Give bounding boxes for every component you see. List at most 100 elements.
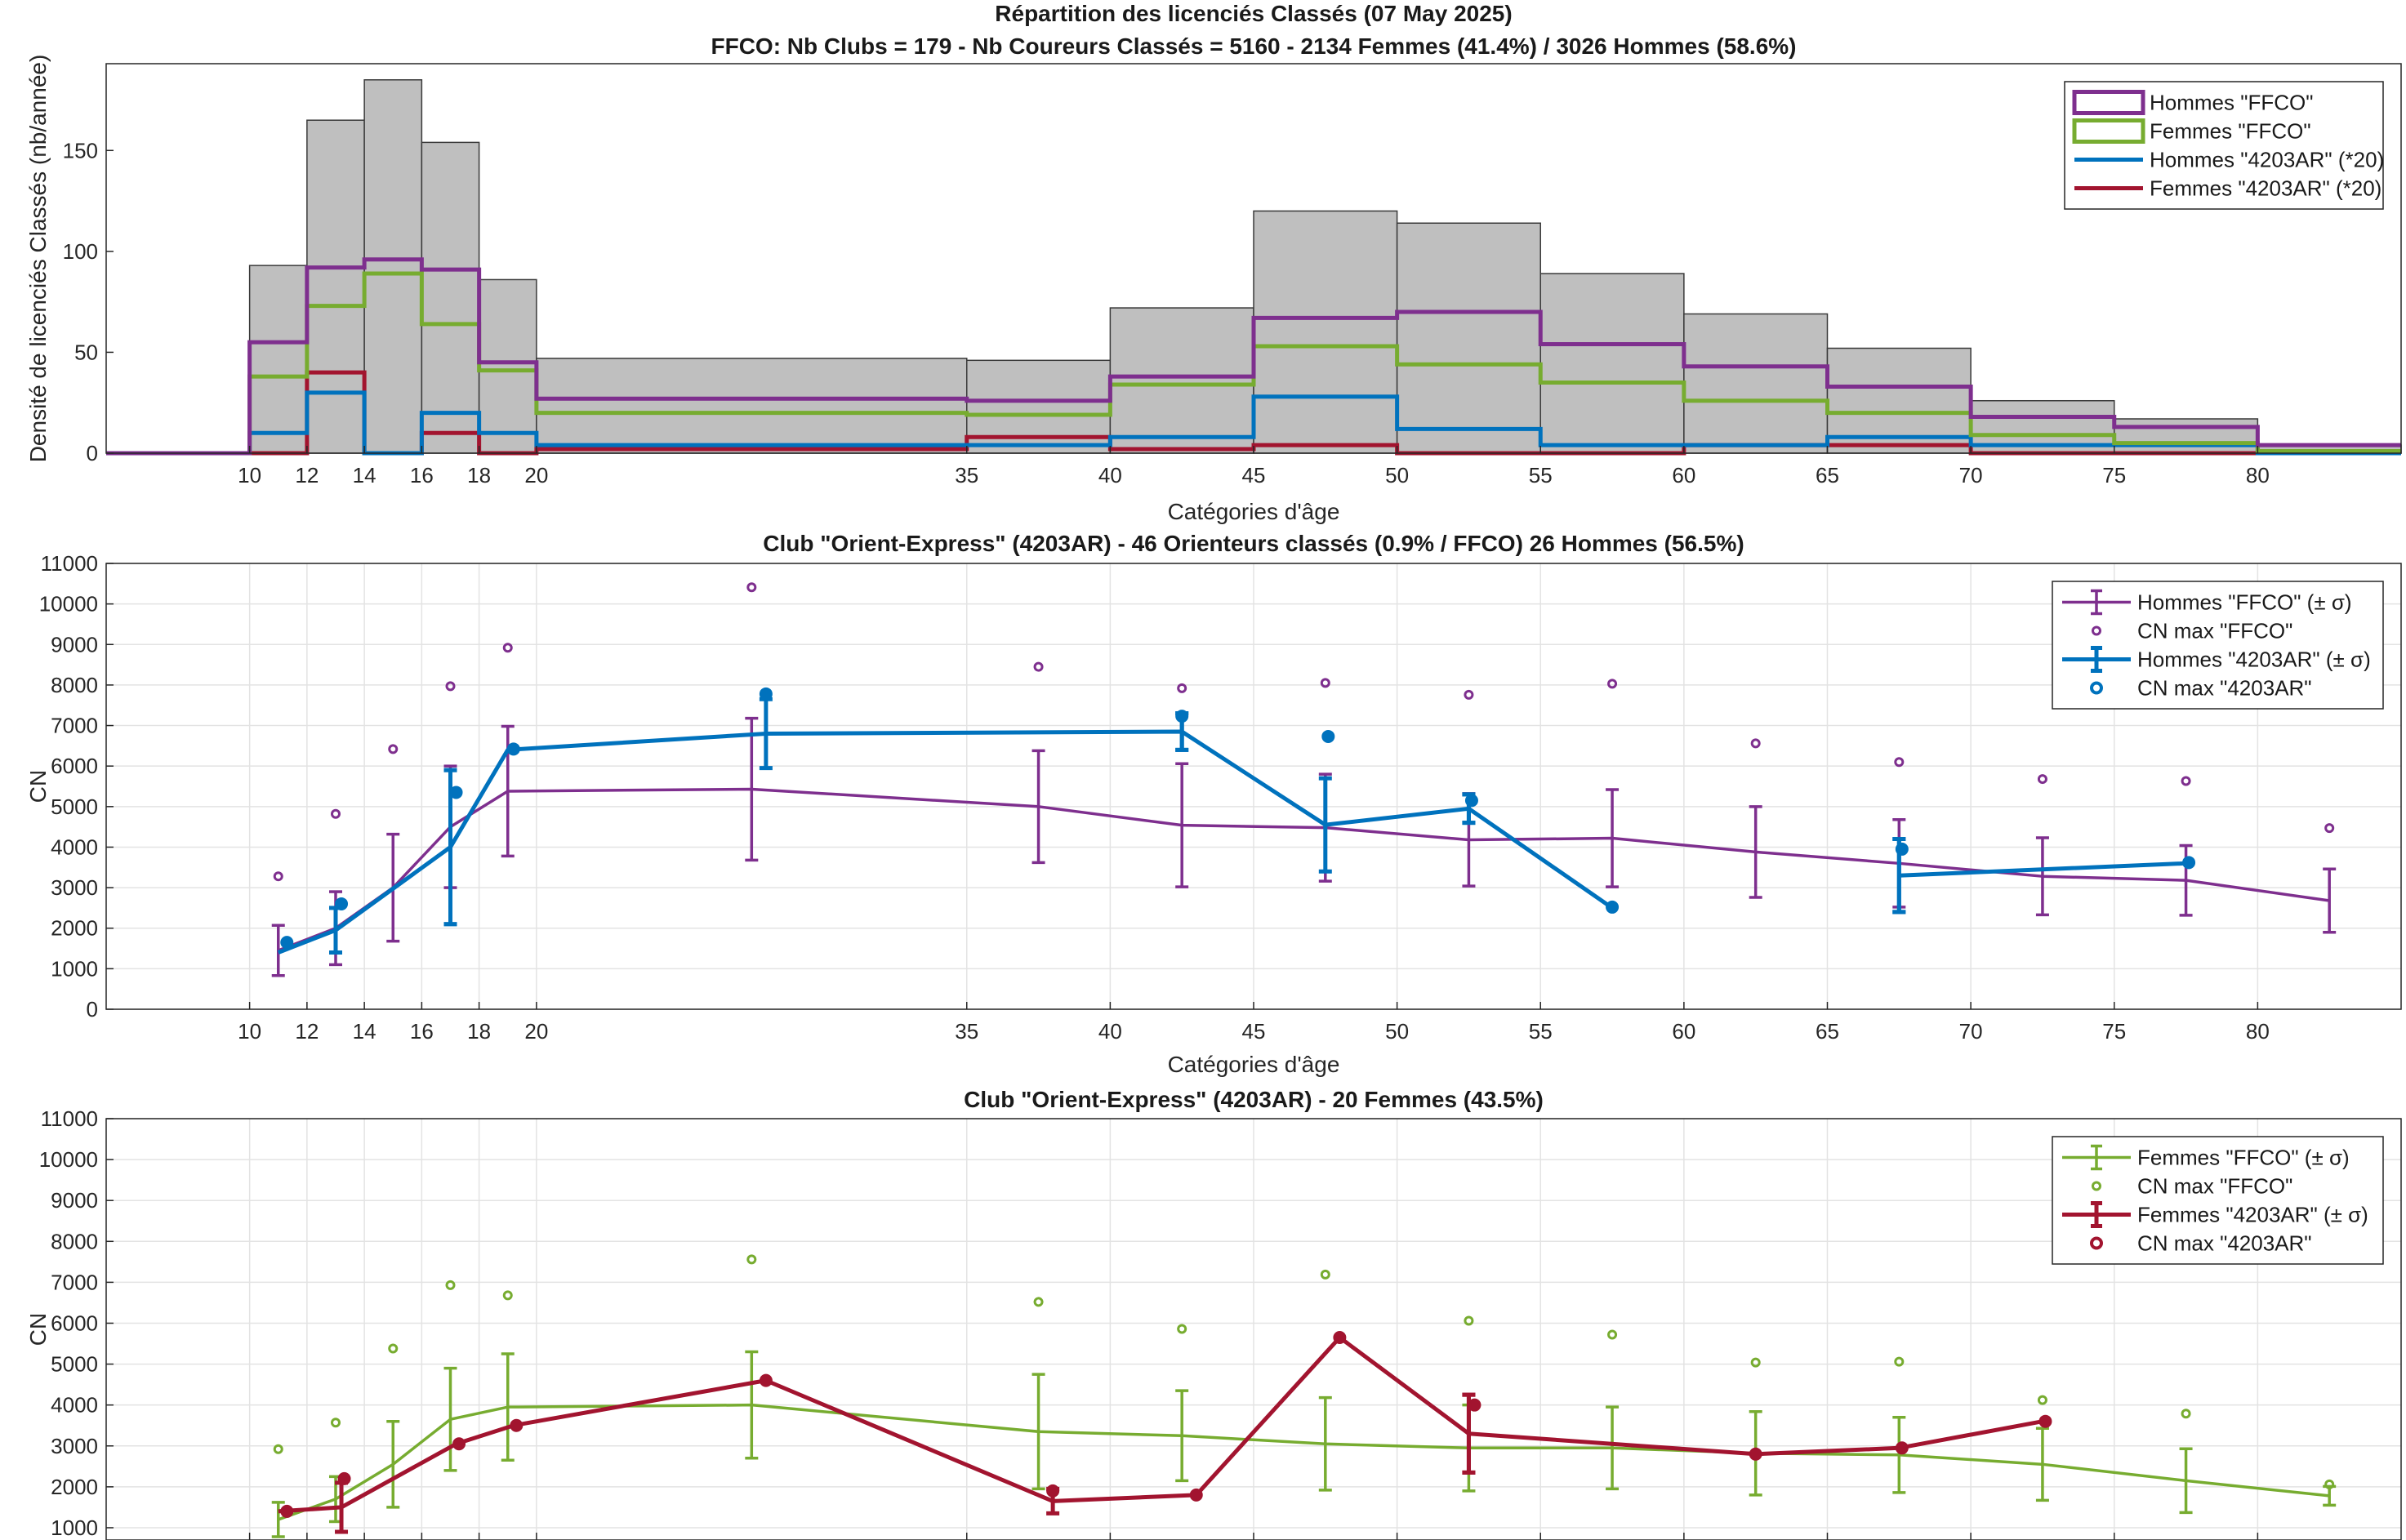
x-axis-label: Catégories d'âge [1168, 499, 1340, 524]
cn-max-marker [1606, 900, 1620, 914]
x-tick-label: 50 [1385, 1019, 1409, 1044]
y-tick-label: 6000 [51, 754, 98, 778]
x-tick-label: 40 [1098, 463, 1122, 487]
plot-area [271, 582, 2337, 977]
y-tick-label: 5000 [51, 1352, 98, 1377]
cn-max-marker [449, 786, 463, 799]
legend-marker [2090, 1236, 2103, 1250]
y-tick-label: 5000 [51, 794, 98, 819]
cn-max-marker [273, 1444, 283, 1454]
cn-max-marker [445, 1280, 456, 1290]
y-tick-label: 1000 [51, 956, 98, 981]
legend-entry: Femmes "4203AR" (± σ) [2062, 1201, 2368, 1228]
men-cn-panel: 10 12 14 16 18 20 35 40 45 50 55 60 65 70 75 80 0 1000 200… [25, 531, 2402, 1077]
total-bar [248, 265, 308, 454]
x-axis-label: Catégories d'âge [1168, 1052, 1340, 1077]
y-axis-label: CN [25, 1313, 51, 1346]
x-tick-label: 18 [467, 463, 491, 487]
cn-max-marker [1464, 1315, 1474, 1326]
total-bar [1539, 273, 1685, 454]
x-tick-label: 35 [955, 463, 978, 487]
legend-label: Femmes "FFCO" (± σ) [2137, 1146, 2350, 1170]
x-tick-label: 75 [2102, 1019, 2126, 1044]
y-tick-label: 6000 [51, 1311, 98, 1335]
series-line [278, 1335, 2043, 1514]
legend-label: Hommes "FFCO" [2150, 91, 2313, 115]
series-step-line [106, 271, 2401, 456]
cn-max-marker [2037, 1395, 2047, 1405]
cn-max-marker [1894, 757, 1905, 768]
histogram-panel: 10 12 14 16 18 20 35 40 45 50 55 60 65 70 75 80 0 50 100 15… [25, 55, 2402, 524]
legend-entry: CN max "FFCO" [2092, 619, 2292, 643]
legend-label: CN max "FFCO" [2137, 1174, 2292, 1199]
plot-area [271, 1254, 2337, 1538]
y-tick-label: 10000 [39, 1147, 98, 1172]
cn-max-marker [506, 742, 520, 756]
cn-max-marker [280, 936, 294, 950]
cn-max-marker [2038, 1414, 2052, 1428]
series-step-line [106, 257, 2401, 456]
cn-max-marker [2324, 823, 2335, 834]
panel-title: Club "Orient-Express" (4203AR) - 20 Femm… [964, 1087, 1544, 1112]
legend-entry: Hommes "FFCO" [2072, 90, 2313, 115]
y-tick-label: 8000 [51, 1229, 98, 1253]
cn-max-marker [452, 1437, 466, 1451]
cn-max-marker [388, 1343, 399, 1354]
x-tick-label: 16 [410, 1019, 434, 1044]
y-tick-label: 0 [87, 997, 98, 1021]
cn-max-marker [1464, 689, 1474, 700]
cn-max-marker [502, 643, 513, 653]
figure-title-line2: FFCO: Nb Clubs = 179 - Nb Coureurs Class… [711, 33, 1797, 59]
y-axis-label: CN [25, 770, 51, 803]
legend-marker [2092, 625, 2101, 636]
legend-label: Hommes "4203AR" (± σ) [2137, 648, 2371, 672]
cn-max-marker [759, 687, 773, 701]
x-tick-label: 20 [524, 1019, 548, 1044]
legend-swatch [2072, 118, 2145, 144]
legend-label: Hommes "FFCO" (± σ) [2137, 590, 2352, 615]
cn-max-marker [1033, 661, 1044, 672]
total-bar [966, 359, 1112, 454]
cn-max-marker [331, 808, 341, 819]
x-tick-label: 10 [238, 1019, 261, 1044]
x-tick-label: 12 [295, 463, 319, 487]
legend-entry: CN max "4203AR" [2090, 1231, 2312, 1256]
cn-max-marker [1177, 1324, 1187, 1334]
legend-marker [2090, 681, 2103, 695]
total-bar [2114, 418, 2259, 454]
cn-max-marker [1894, 1356, 1905, 1367]
x-tick-label: 10 [238, 463, 261, 487]
cn-max-marker [2037, 774, 2047, 785]
x-tick-label: 16 [410, 463, 434, 487]
x-tick-label: 80 [2246, 463, 2270, 487]
legend-entry: Hommes "FFCO" (± σ) [2062, 589, 2352, 616]
y-tick-label: 4000 [51, 1393, 98, 1418]
cn-max-marker [2182, 856, 2196, 870]
x-tick-label: 45 [1242, 1019, 1266, 1044]
legend: Hommes "FFCO" (± σ) CN max "FFCO" Hommes "… [2052, 581, 2384, 710]
legend-label: Hommes "4203AR" (*20) [2150, 148, 2384, 172]
x-tick-label: 14 [353, 463, 376, 487]
cn-max-marker [746, 582, 757, 593]
x-tick-label: 65 [1816, 1019, 1839, 1044]
cn-max-marker [2324, 1479, 2335, 1489]
x-tick-label: 18 [467, 1019, 491, 1044]
y-tick-label: 11000 [41, 551, 98, 576]
legend-label: CN max "4203AR" [2137, 1231, 2312, 1256]
cn-max-marker [1468, 1398, 1481, 1412]
cn-max-marker [331, 1418, 341, 1428]
cn-max-marker [759, 1373, 773, 1387]
y-tick-label: 0 [87, 441, 98, 465]
y-axis-label: Densité de licenciés Classés (nb/année) [25, 55, 51, 463]
total-bar [478, 278, 537, 454]
y-tick-label: 7000 [51, 714, 98, 738]
cn-max-marker [1895, 842, 1909, 856]
y-tick-label: 3000 [51, 1434, 98, 1458]
cn-max-marker [1750, 738, 1761, 749]
cn-max-marker [1177, 683, 1187, 693]
total-bar [536, 358, 968, 454]
legend-entry: Femmes "4203AR" (*20) [2074, 176, 2381, 201]
cn-max-marker [510, 1418, 524, 1432]
x-tick-label: 40 [1098, 1019, 1122, 1044]
